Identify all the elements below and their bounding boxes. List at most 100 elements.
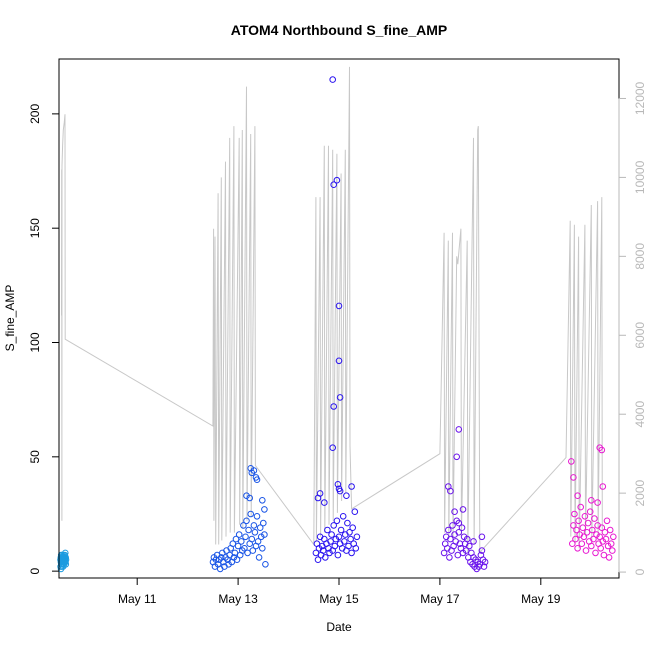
- y-right-tick-label: 4000: [633, 401, 647, 428]
- data-point: [243, 517, 250, 525]
- data-point: [478, 547, 486, 554]
- data-point: [244, 549, 251, 557]
- series-3: [312, 76, 361, 564]
- data-point: [259, 545, 266, 552]
- data-point: [588, 542, 595, 550]
- data-point: [606, 526, 614, 534]
- data-point: [335, 357, 343, 365]
- data-point: [609, 547, 616, 554]
- y-right-tick-label: 10000: [633, 160, 647, 194]
- data-point: [247, 510, 254, 518]
- data-point: [341, 538, 348, 545]
- y-right-tick-label: 2000: [633, 479, 647, 506]
- y-right-tick-label: 0: [633, 568, 647, 575]
- y-axis: 0 50 100 150 200: [28, 104, 60, 574]
- data-point: [334, 551, 342, 559]
- data-point: [250, 522, 258, 529]
- data-point: [571, 510, 578, 518]
- data-point: [453, 453, 461, 461]
- data-point: [330, 181, 338, 188]
- data-point: [62, 549, 69, 557]
- data-point: [574, 545, 581, 552]
- y-tick-label: 0: [28, 567, 42, 574]
- data-point: [586, 508, 594, 516]
- data-point: [248, 535, 256, 543]
- data-point: [336, 487, 344, 495]
- data-point: [455, 529, 463, 536]
- data-point: [588, 497, 595, 504]
- data-point: [259, 497, 266, 504]
- data-point: [240, 522, 247, 529]
- data-point: [330, 403, 338, 410]
- data-point: [459, 506, 467, 513]
- x-tick-label: May 11: [118, 592, 157, 606]
- data-point: [449, 522, 456, 529]
- data-point: [329, 76, 337, 83]
- data-point: [324, 526, 331, 534]
- data-point: [597, 545, 605, 552]
- right-series-layer: [61, 66, 603, 554]
- y-right-tick-label: 12000: [633, 81, 647, 115]
- data-point: [470, 538, 477, 545]
- data-point: [455, 519, 463, 527]
- y-tick-label: 100: [28, 332, 42, 352]
- data-point: [261, 531, 268, 538]
- data-point: [481, 558, 489, 566]
- data-point: [580, 533, 588, 541]
- data-point: [594, 499, 601, 506]
- data-point: [249, 547, 257, 554]
- data-point: [253, 476, 261, 484]
- data-point: [592, 549, 599, 557]
- data-point: [348, 549, 355, 557]
- points-layer: [57, 76, 617, 573]
- data-point: [234, 542, 242, 550]
- data-point: [262, 561, 269, 568]
- data-point: [351, 508, 359, 516]
- data-point: [447, 487, 454, 495]
- data-point: [344, 519, 351, 527]
- right-series-line: [61, 66, 603, 554]
- data-point: [575, 517, 582, 525]
- data-point: [328, 531, 335, 538]
- data-point: [346, 529, 353, 536]
- data-point: [480, 563, 488, 570]
- data-point: [589, 526, 596, 534]
- data-point: [331, 542, 339, 550]
- chart-title: ATOM4 Northbound S_fine_AMP: [231, 22, 447, 38]
- data-point: [62, 561, 70, 568]
- data-point: [238, 538, 245, 545]
- data-point: [458, 524, 466, 532]
- plot-frame: [58, 58, 620, 579]
- data-point: [574, 492, 581, 500]
- data-point: [445, 526, 452, 534]
- data-point: [333, 517, 341, 525]
- y-tick-label: 200: [28, 104, 42, 124]
- data-point: [337, 526, 345, 534]
- x-tick-label: May 19: [521, 592, 561, 606]
- data-point: [583, 529, 591, 536]
- data-point: [256, 524, 264, 532]
- data-point: [322, 554, 329, 561]
- data-point: [335, 302, 343, 310]
- y-axis-label: S_fine_AMP: [3, 285, 17, 352]
- data-point: [466, 542, 473, 550]
- data-point: [334, 481, 342, 488]
- data-point: [603, 517, 611, 525]
- data-point: [598, 524, 606, 532]
- data-point: [316, 490, 324, 497]
- data-point: [577, 503, 585, 511]
- data-point: [590, 535, 597, 543]
- data-point: [345, 542, 352, 550]
- data-point: [600, 551, 608, 559]
- data-point: [327, 538, 334, 545]
- data-point: [250, 467, 258, 474]
- data-point: [319, 547, 327, 554]
- data-point: [591, 515, 598, 522]
- data-point: [349, 524, 357, 532]
- data-point: [62, 554, 69, 561]
- data-point: [321, 499, 328, 506]
- data-point: [333, 176, 341, 184]
- y-right-tick-label: 6000: [633, 322, 647, 349]
- y-tick-label: 50: [28, 450, 42, 464]
- data-point: [582, 547, 590, 554]
